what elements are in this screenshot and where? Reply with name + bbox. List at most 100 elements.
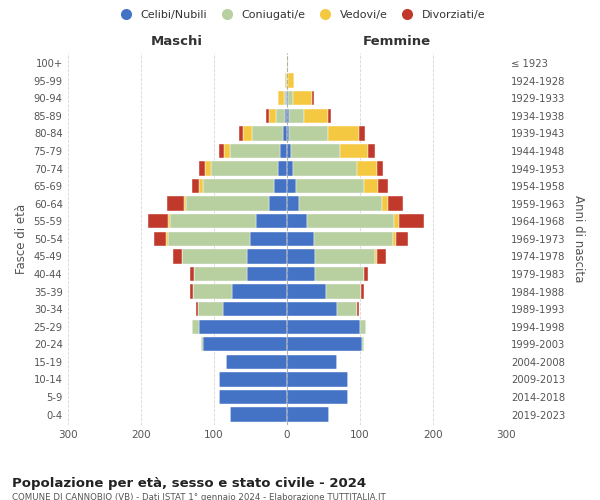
Bar — [312, 91, 314, 106]
Bar — [196, 302, 199, 316]
Bar — [170, 214, 256, 228]
Bar — [199, 320, 287, 334]
Bar — [357, 302, 359, 316]
Bar — [377, 162, 383, 175]
Bar — [247, 267, 287, 281]
Bar — [219, 390, 287, 404]
Bar — [252, 126, 283, 140]
Bar — [190, 284, 193, 299]
Bar — [199, 302, 223, 316]
Bar — [307, 214, 394, 228]
Bar — [286, 91, 287, 106]
Bar — [278, 91, 284, 106]
Bar — [190, 267, 194, 281]
Bar — [340, 144, 368, 158]
Bar — [166, 232, 168, 246]
Bar — [287, 267, 314, 281]
Bar — [224, 144, 230, 158]
Bar — [211, 162, 278, 175]
Bar — [239, 126, 243, 140]
Y-axis label: Fasce di età: Fasce di età — [15, 204, 28, 274]
Bar — [274, 179, 287, 194]
Bar — [388, 196, 403, 211]
Bar — [360, 320, 366, 334]
Bar — [290, 144, 340, 158]
Bar — [382, 196, 388, 211]
Bar — [328, 108, 331, 123]
Bar — [289, 74, 294, 88]
Bar — [167, 196, 184, 211]
Bar — [199, 179, 203, 194]
Bar — [219, 372, 287, 386]
Bar — [192, 320, 199, 334]
Bar — [287, 302, 337, 316]
Bar — [287, 232, 314, 246]
Bar — [284, 108, 287, 123]
Bar — [223, 302, 287, 316]
Bar — [193, 284, 232, 299]
Bar — [173, 249, 182, 264]
Bar — [287, 372, 347, 386]
Bar — [287, 354, 337, 369]
Bar — [362, 337, 364, 351]
Bar — [269, 196, 287, 211]
Text: COMUNE DI CANNOBIO (VB) - Dati ISTAT 1° gennaio 2024 - Elaborazione TUTTITALIA.I: COMUNE DI CANNOBIO (VB) - Dati ISTAT 1° … — [12, 492, 386, 500]
Bar — [396, 232, 408, 246]
Bar — [287, 91, 293, 106]
Bar — [269, 108, 276, 123]
Bar — [357, 162, 377, 175]
Bar — [169, 214, 170, 228]
Bar — [192, 179, 199, 194]
Bar — [243, 126, 252, 140]
Bar — [284, 91, 286, 106]
Bar — [256, 214, 287, 228]
Bar — [219, 144, 224, 158]
Bar — [287, 126, 289, 140]
Bar — [326, 284, 361, 299]
Bar — [289, 126, 328, 140]
Bar — [278, 162, 287, 175]
Bar — [304, 108, 328, 123]
Bar — [230, 408, 287, 422]
Bar — [232, 284, 287, 299]
Bar — [293, 162, 357, 175]
Bar — [287, 108, 289, 123]
Bar — [287, 249, 314, 264]
Bar — [289, 108, 304, 123]
Bar — [287, 74, 289, 88]
Bar — [293, 91, 312, 106]
Bar — [393, 232, 396, 246]
Bar — [364, 179, 378, 194]
Bar — [287, 320, 360, 334]
Bar — [314, 232, 393, 246]
Bar — [376, 249, 377, 264]
Bar — [286, 74, 287, 88]
Bar — [226, 354, 287, 369]
Legend: Celibi/Nubili, Coniugati/e, Vedovi/e, Divorziati/e: Celibi/Nubili, Coniugati/e, Vedovi/e, Di… — [110, 6, 490, 25]
Bar — [399, 214, 424, 228]
Bar — [337, 302, 357, 316]
Bar — [230, 144, 280, 158]
Bar — [368, 144, 374, 158]
Bar — [378, 179, 388, 194]
Bar — [287, 196, 299, 211]
Text: Maschi: Maschi — [151, 35, 203, 48]
Bar — [203, 337, 287, 351]
Bar — [394, 214, 399, 228]
Bar — [359, 126, 365, 140]
Text: Femmine: Femmine — [362, 35, 431, 48]
Text: Popolazione per età, sesso e stato civile - 2024: Popolazione per età, sesso e stato civil… — [12, 478, 366, 490]
Bar — [287, 390, 347, 404]
Bar — [377, 249, 386, 264]
Bar — [287, 179, 296, 194]
Bar — [283, 126, 287, 140]
Bar — [314, 249, 376, 264]
Bar — [200, 337, 203, 351]
Bar — [287, 408, 329, 422]
Bar — [328, 126, 359, 140]
Bar — [287, 144, 290, 158]
Bar — [287, 214, 307, 228]
Bar — [154, 232, 166, 246]
Bar — [168, 232, 250, 246]
Bar — [184, 196, 186, 211]
